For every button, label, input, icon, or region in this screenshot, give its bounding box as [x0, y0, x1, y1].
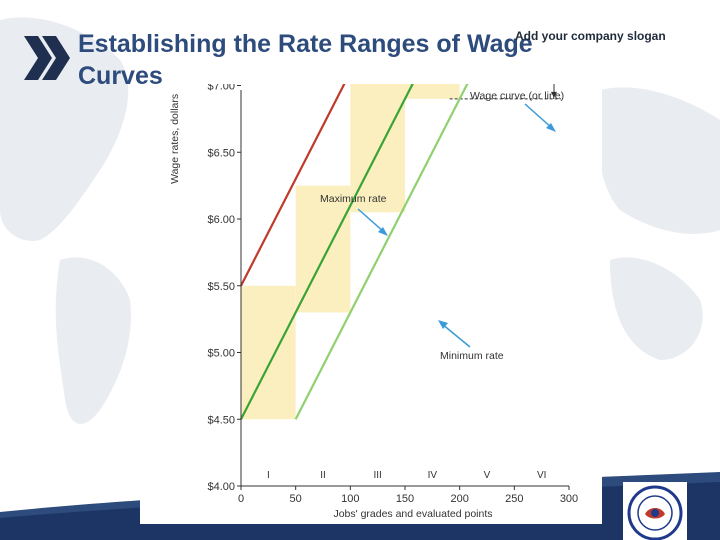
minimum-rate-pointer [441, 323, 471, 348]
wage-curve-annotation: Wage curve (or line) [470, 90, 564, 102]
series-lines-layer [240, 84, 469, 420]
minimum-rate-annotation: Minimum rate [440, 350, 504, 362]
axes-layer: $4.00$4.50$5.00$5.50$6.00$6.50$7.00$7.50… [169, 84, 578, 520]
grade-label: III [373, 470, 381, 481]
wage-curve-line [240, 84, 414, 420]
wage-curve-pointer-head [546, 123, 556, 132]
y-tick-label: $7.00 [207, 84, 235, 93]
x-tick-label: 150 [396, 493, 414, 505]
y-tick-label: $6.50 [207, 147, 235, 159]
x-tick-label: 200 [450, 493, 468, 505]
grade-label: V [484, 470, 491, 481]
wage-curve-chart: $4.00$4.50$5.00$5.50$6.00$6.50$7.00$7.50… [169, 84, 578, 520]
x-axis-title: Jobs' grades and evaluated points [333, 508, 492, 520]
y-axis-title: Wage rates, dollars [169, 94, 181, 184]
minimum-rate-line [294, 84, 469, 420]
annotations-layer: Wage curve (or line) Maximum rate Minimum … [320, 90, 564, 362]
grade-label: I [267, 470, 270, 481]
wage-curve-pointer [524, 103, 553, 129]
rate-ranges-layer [241, 84, 460, 420]
rate-range-guides [449, 84, 561, 100]
company-slogan: Add your company slogan [515, 29, 666, 43]
y-tick-label: $5.00 [207, 348, 235, 360]
rate-range-arrow-down [551, 91, 557, 98]
slide-title: Establishing the Rate Ranges of Wage Cur… [78, 30, 533, 90]
y-tick-label: $4.00 [207, 481, 235, 493]
minimum-rate-pointer-head [438, 320, 448, 329]
y-tick-label: $4.50 [207, 414, 235, 426]
rate-range-grade-2 [295, 185, 351, 313]
maximum-rate-line [240, 84, 346, 287]
grade-label: II [320, 470, 326, 481]
x-tick-label: 250 [505, 493, 523, 505]
x-tick-label: 0 [238, 493, 244, 505]
maximum-rate-annotation: Maximum rate [320, 193, 387, 205]
chevron-logo-icon [24, 36, 70, 80]
rate-range-grade-1 [241, 285, 296, 420]
university-seal-icon [623, 482, 687, 540]
y-tick-label: $6.00 [207, 214, 235, 226]
maximum-rate-pointer [357, 208, 385, 233]
x-tick-label: 50 [290, 493, 302, 505]
rate-range-grade-4 [405, 84, 460, 99]
rate-range-grade-3 [350, 84, 405, 213]
y-tick-label: $5.50 [207, 281, 235, 293]
x-tick-label: 300 [560, 493, 578, 505]
chart-panel: $4.00$4.50$5.00$5.50$6.00$6.50$7.00$7.50… [140, 84, 602, 524]
grade-label: VI [537, 470, 546, 481]
maximum-rate-pointer-head [378, 227, 388, 236]
grade-label: IV [428, 470, 438, 481]
x-tick-label: 100 [341, 493, 359, 505]
